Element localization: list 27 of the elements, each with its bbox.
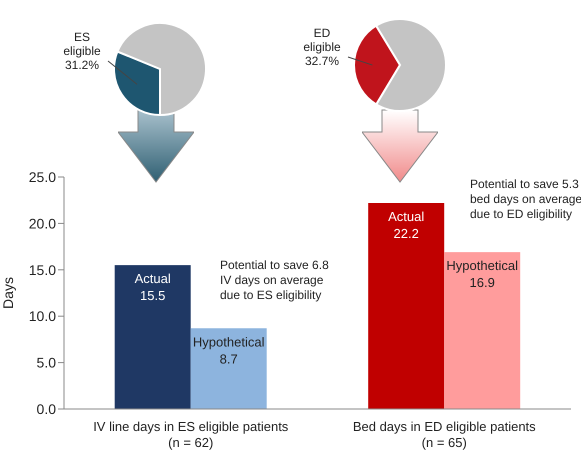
y-tick-label: 0.0 <box>36 400 56 417</box>
text: Hypothetical <box>446 258 518 274</box>
slice-label: ES eligible <box>63 30 102 58</box>
data-label: 32.7% <box>304 54 340 68</box>
data-label: 8.7 <box>220 351 238 366</box>
series-label: Actual <box>134 271 171 286</box>
y-tick-label: 20.0 <box>28 215 56 232</box>
text: Actual <box>388 208 424 224</box>
bar <box>368 202 444 409</box>
data-label: 31.2% <box>64 58 100 72</box>
slice-label: ED eligible <box>303 26 342 54</box>
y-tick-label: 5.0 <box>36 354 56 371</box>
y-axis-title: Days <box>0 277 16 309</box>
y-tick-label: 10.0 <box>28 308 56 324</box>
series-label: Hypothetical <box>192 334 265 350</box>
x-tick-label: Bed days in ED eligible patients (n = 65) <box>352 419 536 450</box>
y-tick-label: 25.0 <box>28 168 56 185</box>
y-tick-label: 15.0 <box>28 262 56 278</box>
annotation: Potential to save 6.8 IV days on average due to ES eligibility <box>220 258 330 303</box>
pie-slice <box>116 22 207 116</box>
data-label: 16.9 <box>470 275 495 290</box>
bar <box>444 252 520 409</box>
bar <box>190 328 267 409</box>
x-tick-label: IV line days in ES eligible patients (n = 62) <box>93 419 289 450</box>
data-label: 15.5 <box>140 288 166 304</box>
bar <box>114 265 191 409</box>
data-label: 22.2 <box>394 226 419 241</box>
